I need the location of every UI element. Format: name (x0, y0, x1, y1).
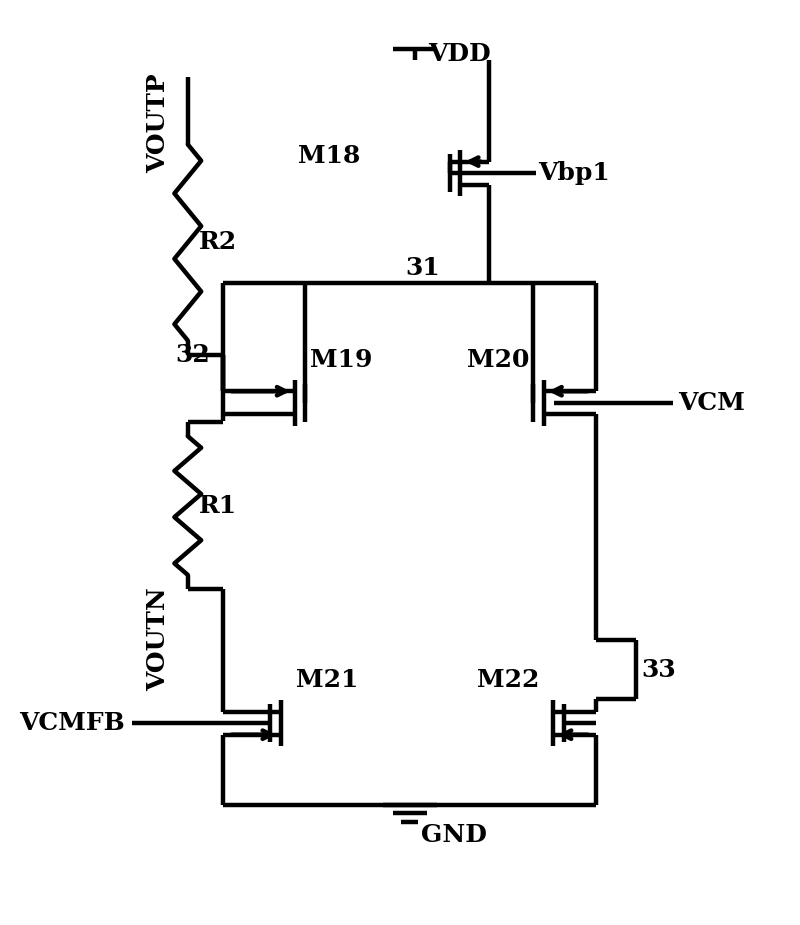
Text: R2: R2 (199, 230, 238, 254)
Text: M18: M18 (298, 144, 360, 167)
Text: 31: 31 (405, 256, 440, 279)
Text: M21: M21 (296, 668, 358, 692)
Text: R1: R1 (199, 494, 238, 518)
Text: VCM: VCM (678, 390, 745, 414)
Text: M22: M22 (477, 668, 539, 692)
Text: VOUTN: VOUTN (146, 587, 170, 691)
Text: 33: 33 (642, 658, 676, 682)
Text: Vbp1: Vbp1 (538, 161, 610, 185)
Text: M19: M19 (310, 348, 373, 372)
Text: M20: M20 (467, 348, 530, 372)
Text: 32: 32 (175, 343, 210, 367)
Text: VCMFB: VCMFB (19, 711, 125, 735)
Text: VDD: VDD (428, 43, 490, 67)
Text: VOUTP: VOUTP (146, 73, 170, 173)
Text: GND: GND (422, 823, 487, 847)
